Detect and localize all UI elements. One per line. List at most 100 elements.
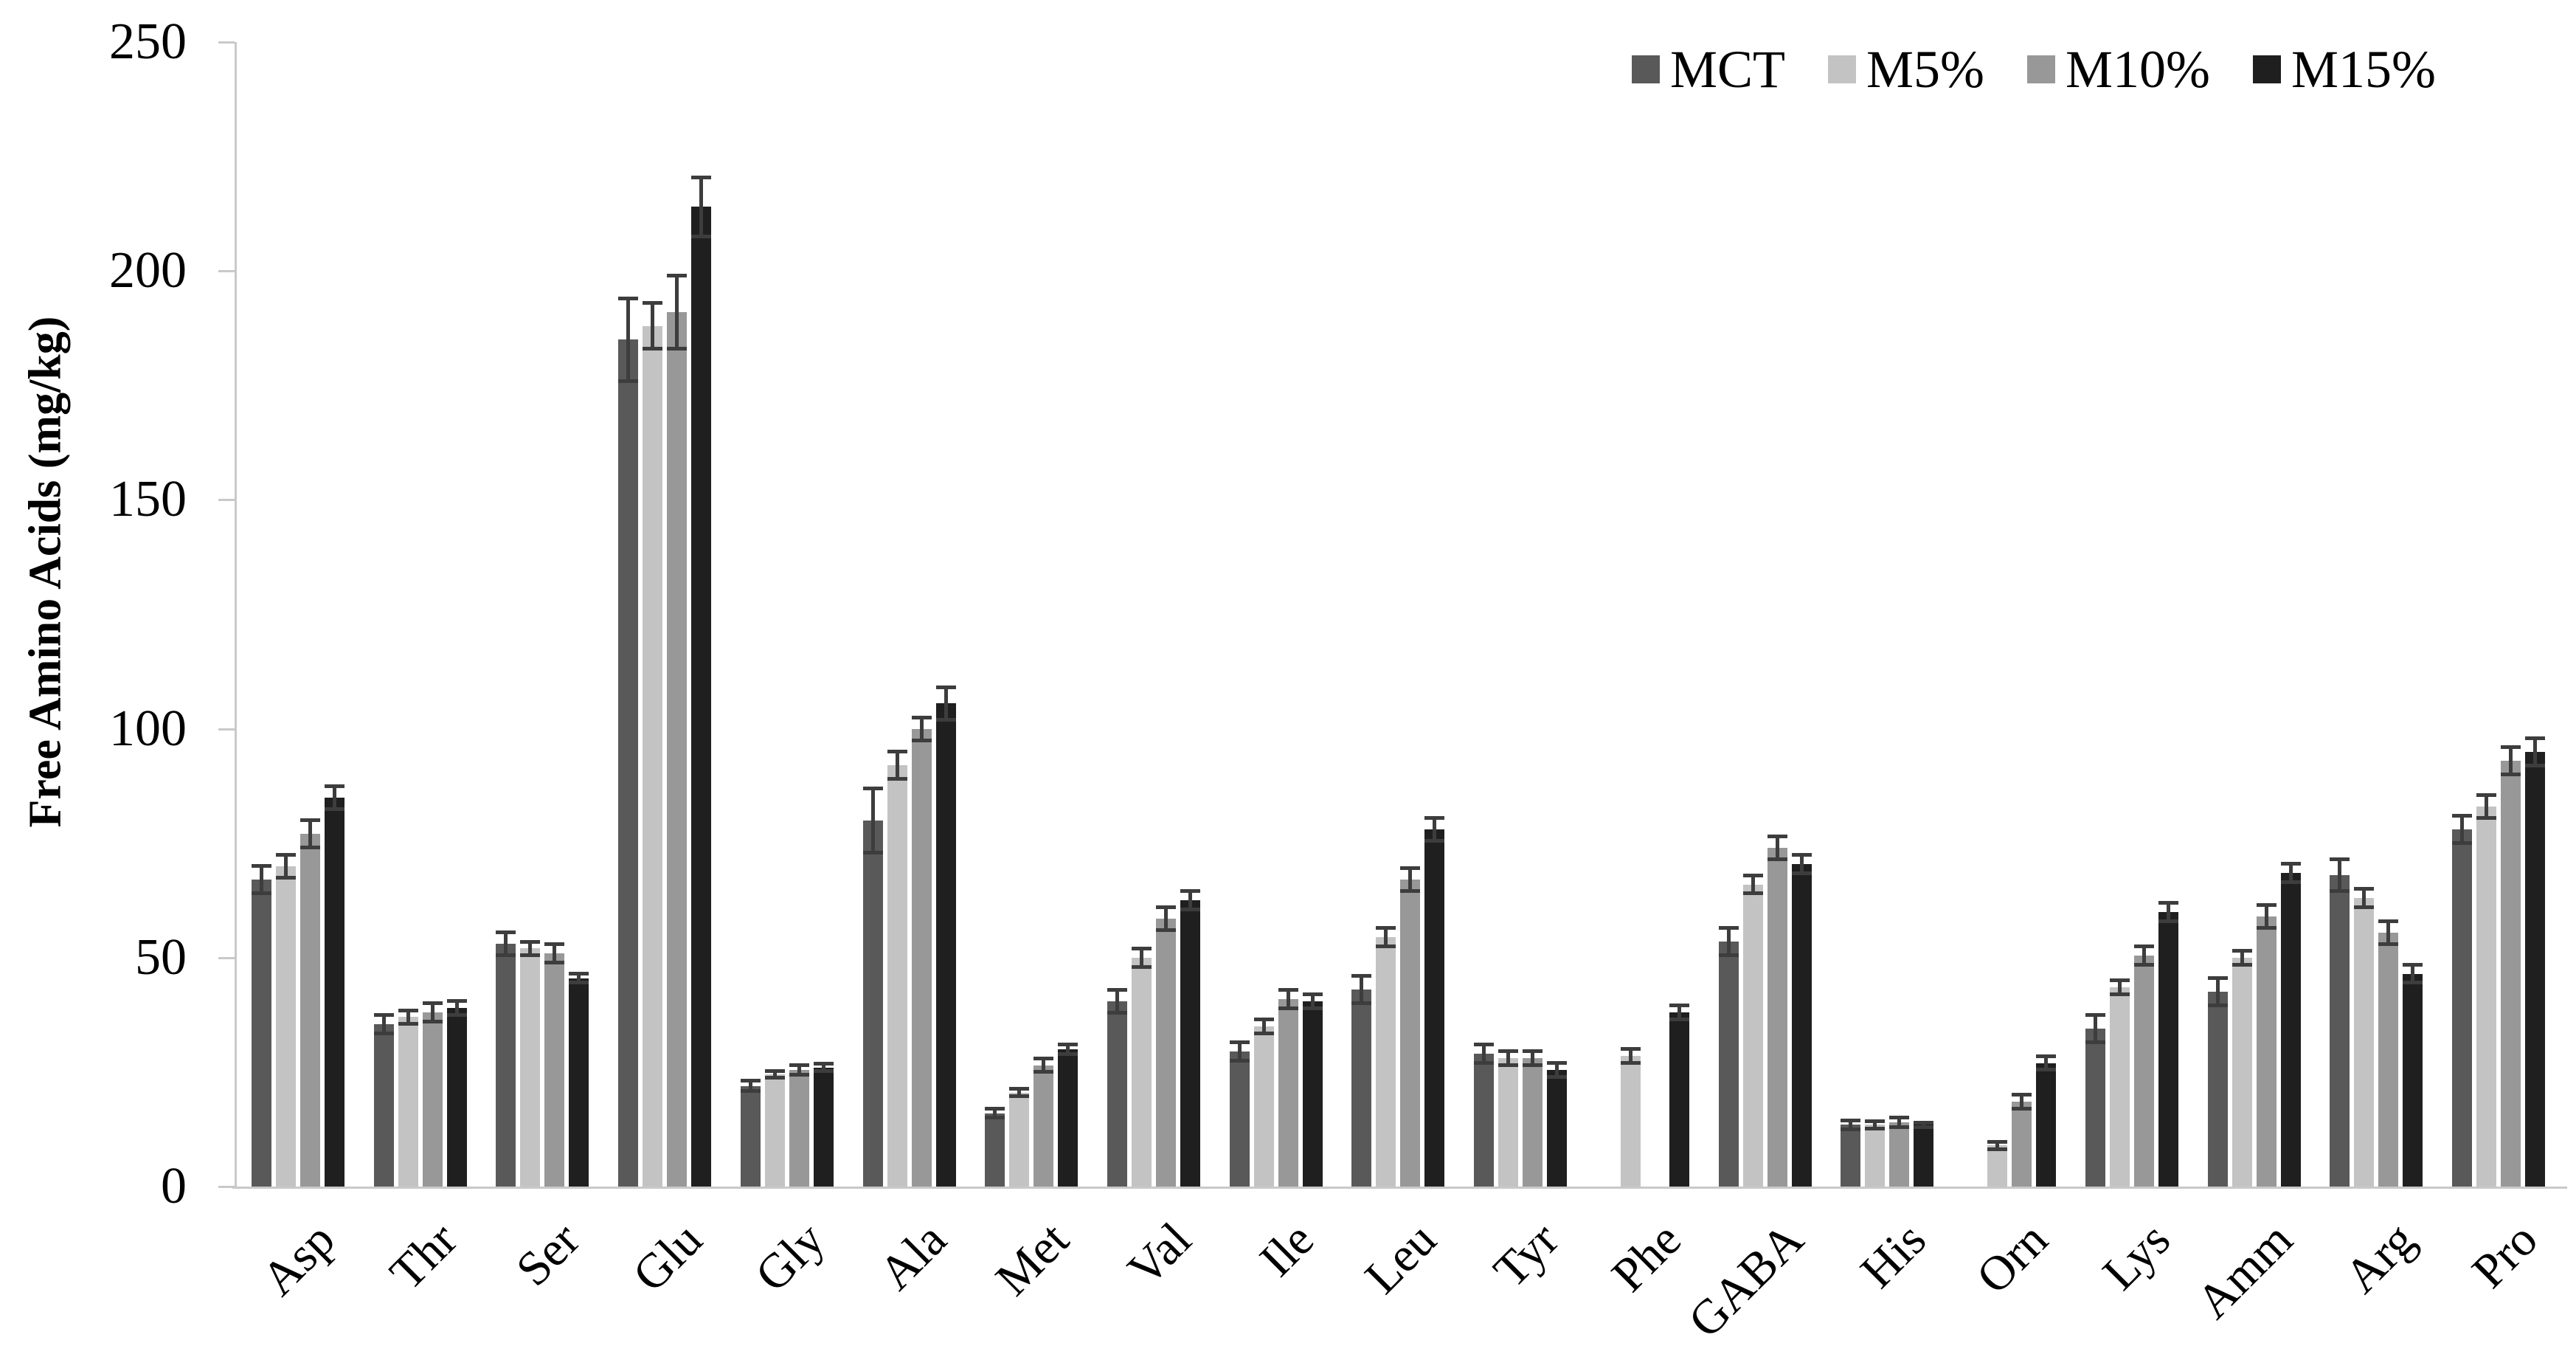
error-bar [1360,975,1364,1004]
bar-m15pct-ile [1302,1001,1323,1187]
error-bar-cap [2133,944,2154,948]
error-bar-cap [740,1089,761,1094]
bar-slot [2378,42,2399,1187]
bar-m15pct-phe [1669,1012,1689,1187]
x-tick-label-arg: Arg [2334,1212,2426,1304]
x-tick-label-his: His [1849,1212,1936,1299]
bar-slot [324,42,344,1187]
error-bar-cap [2501,773,2521,777]
error-bar-cap [1498,1063,1519,1068]
bar-group-phe [1582,42,1704,1187]
error-bar-cap [544,960,565,964]
error-bar [2215,978,2220,1006]
error-bar-cap [275,852,296,857]
bar-slot [2207,42,2228,1187]
bar-slot [2525,42,2546,1187]
error-bar-cap [1058,1051,1078,1056]
error-bar-cap [300,818,320,823]
bar-slot [1718,42,1739,1187]
error-bar-cap [1180,908,1200,912]
bar-slot [373,42,394,1187]
bar-slot [911,42,932,1187]
error-bar-cap [446,999,467,1004]
bar-slot [1229,42,1250,1187]
bar-slot [1156,42,1176,1187]
legend-swatch [2253,55,2281,83]
error-bar-cap [1547,1061,1568,1065]
bar-mct-his [1841,1125,1861,1187]
bar-mct-lys [2085,1028,2105,1187]
error-bar-cap [520,939,541,944]
error-bar-cap [1620,1047,1641,1051]
error-bar-cap [1742,891,1763,896]
error-bar-cap [398,1022,418,1026]
error-bar-cap [1523,1049,1543,1054]
bar-group-val [1093,42,1215,1187]
error-bar [1726,928,1731,956]
bar-mct-gly [740,1085,761,1187]
bar-m5pct-lys [2109,987,2130,1187]
error-bar-cap [2109,978,2130,983]
error-bar-cap [1620,1061,1641,1065]
error-bar [2288,863,2293,883]
bar-m10pct-ser [544,953,565,1187]
bar-m5pct-met [1009,1092,1030,1187]
bar-slot [1865,42,1886,1187]
bar-slot [2476,42,2497,1187]
error-bar [1384,928,1388,947]
error-bar-cap [1889,1125,1910,1129]
error-bar-cap [1107,1010,1127,1015]
error-bar-cap [2232,962,2252,967]
error-bar-cap [1889,1116,1910,1120]
bar-slot [667,42,688,1187]
bar-mct-ala [862,820,883,1187]
bar-slot [1547,42,1568,1187]
bar-mct-met [985,1113,1005,1187]
bar-slot [1498,42,1519,1187]
error-bar-cap [643,347,663,351]
error-bar [259,866,263,894]
error-bar-cap [2501,745,2521,749]
error-bar-cap [1767,834,1787,838]
error-bar [1628,1049,1632,1063]
bar-group-pro [2437,42,2560,1187]
error-bar [2485,795,2489,818]
error-bar [381,1015,386,1034]
error-bar [1873,1121,1877,1129]
bar-m5pct-phe [1620,1056,1641,1187]
bar-mct-leu [1351,990,1372,1187]
bar-mct-ile [1229,1051,1250,1187]
error-bar-cap [2085,1040,2105,1045]
bar-m10pct-glu [667,312,688,1187]
error-bar [1237,1042,1242,1061]
error-bar-cap [1278,987,1298,992]
error-bar [553,944,557,963]
error-bar-cap [2452,841,2473,846]
bar-m15pct-arg [2403,973,2423,1187]
error-bar [1897,1117,1902,1127]
x-tick-label-glu: Glu [622,1212,713,1302]
bar-slot [2330,42,2350,1187]
error-bar-cap [2109,992,2130,996]
error-bar [308,820,312,848]
bar-group-ala [848,42,971,1187]
bar-m10pct-amm [2256,916,2276,1187]
error-bar [1188,891,1192,910]
bar-mct-arg [2330,875,2350,1187]
y-tick-label: 150 [109,471,187,528]
bar-mct-glu [618,339,639,1187]
error-bar-cap [2354,887,2375,891]
y-tick-mark [218,1186,235,1188]
error-bar-cap [2012,1093,2032,1097]
error-bar [2093,1015,2097,1043]
x-tick-label-asp: Asp [251,1212,345,1306]
error-bar-cap [935,686,956,690]
error-bar [1115,990,1119,1013]
error-bar [1433,818,1437,841]
error-bar-cap [2476,816,2497,821]
error-bar-cap [1914,1125,1934,1129]
error-bar-cap [1669,1018,1689,1022]
error-bar-cap [1156,928,1176,933]
error-bar-cap [2232,949,2252,953]
